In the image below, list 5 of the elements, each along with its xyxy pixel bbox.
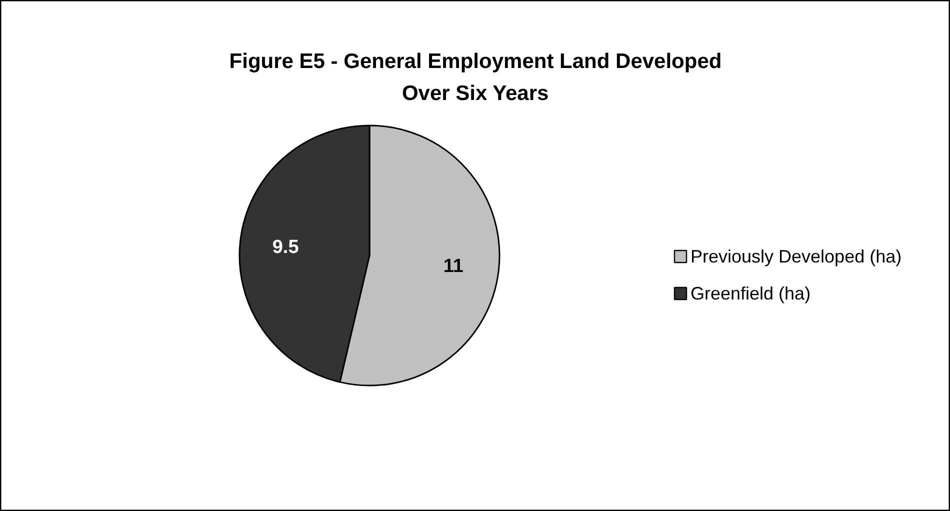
legend-label: Previously Developed (ha) xyxy=(690,246,902,266)
legend-label: Greenfield (ha) xyxy=(690,284,811,304)
data-label: 11 xyxy=(443,256,464,278)
chart-title: Figure E5 - General Employment Land Developed Over Six Years xyxy=(229,50,722,105)
data-label: 9.5 xyxy=(272,236,300,258)
